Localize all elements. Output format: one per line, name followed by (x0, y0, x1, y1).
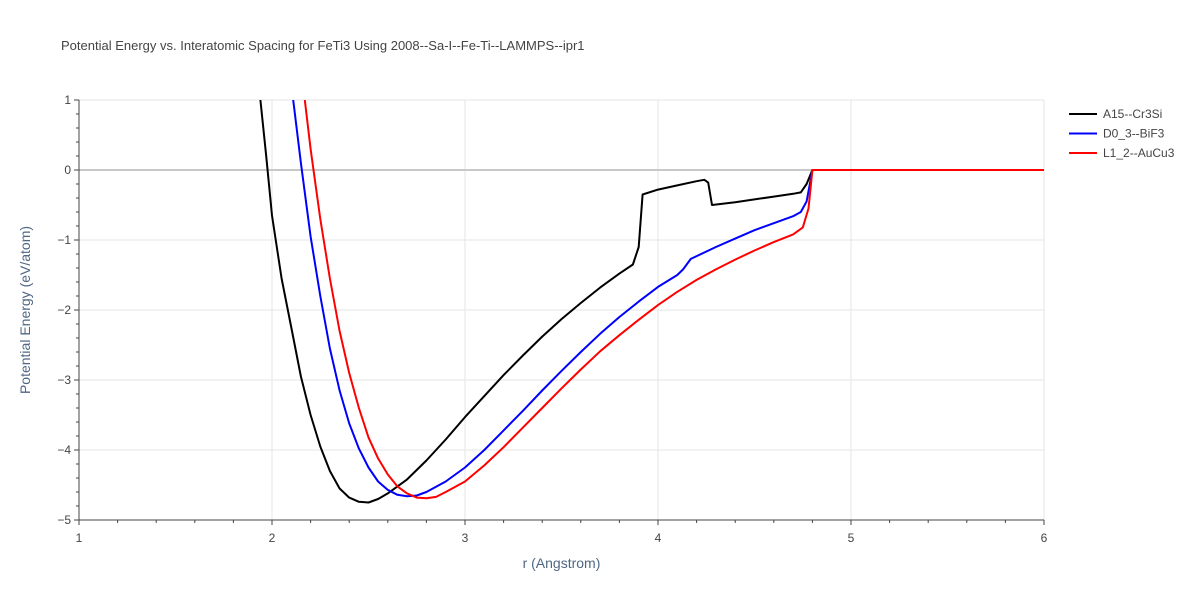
series-line-1 (259, 100, 1044, 504)
y-tick-label: 1 (64, 93, 71, 107)
y-tick-label: −1 (57, 233, 71, 247)
grid (79, 99, 1045, 521)
x-tick-label: 2 (269, 531, 276, 545)
chart-title: Potential Energy vs. Interatomic Spacing… (61, 38, 585, 53)
x-tick-label: 1 (76, 531, 83, 545)
y-tick-label: −4 (57, 443, 71, 457)
series-line-3 (303, 100, 1044, 500)
x-axis-title: r (Angstrom) (523, 555, 601, 571)
x-tick-label: 6 (1041, 531, 1048, 545)
y-tick-label: −5 (57, 513, 71, 527)
legend-label: L1_2--AuCu3 (1103, 146, 1175, 160)
legend-label: D0_3--BiF3 (1103, 127, 1165, 141)
legend-item[interactable]: L1_2--AuCu3 (1069, 146, 1175, 160)
y-tick-label: −2 (57, 303, 71, 317)
y-tick-label: 0 (64, 163, 71, 177)
legend-item[interactable]: A15--Cr3Si (1069, 107, 1162, 121)
plot-area (259, 100, 1044, 504)
x-tick-label: 3 (462, 531, 469, 545)
x-tick-label: 4 (655, 531, 662, 545)
legend-label: A15--Cr3Si (1103, 107, 1162, 121)
axes: 1 2 3 4 5 6 1 0 −1 −2 −3 −4 −5 (57, 93, 1047, 545)
legend: A15--Cr3Si D0_3--BiF3 L1_2--AuCu3 (1069, 107, 1175, 160)
series-line-2 (292, 100, 1044, 498)
y-axis-title: Potential Energy (eV/atom) (17, 226, 33, 394)
x-tick-label: 5 (848, 531, 855, 545)
y-tick-label: −3 (57, 373, 71, 387)
legend-item[interactable]: D0_3--BiF3 (1069, 127, 1165, 141)
